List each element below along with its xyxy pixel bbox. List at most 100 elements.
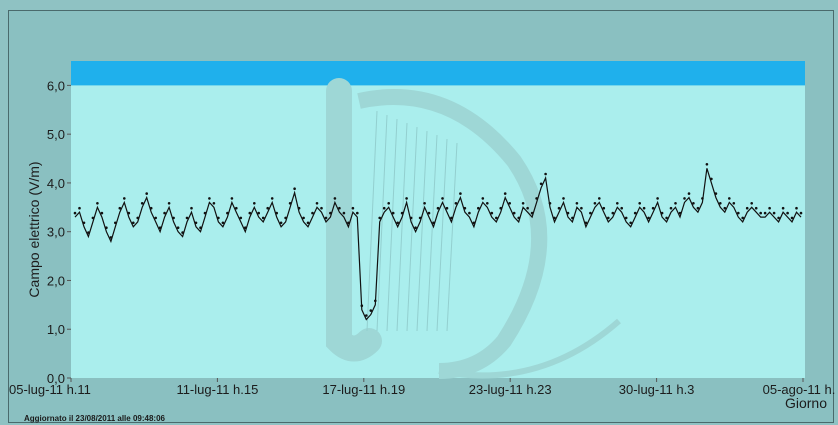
series-point	[297, 206, 301, 210]
series-point	[167, 202, 171, 205]
series-point	[723, 206, 727, 210]
series-point	[557, 206, 561, 210]
watermark-string	[396, 122, 408, 332]
series-point	[656, 197, 659, 200]
series-point	[311, 211, 314, 215]
watermark-curl	[438, 318, 621, 379]
y-tick-label: 0,0	[47, 371, 65, 386]
series-point	[629, 221, 632, 225]
series-point	[763, 211, 767, 215]
series-point	[589, 211, 592, 215]
y-axis-title: Campo elettrico (V/m)	[26, 161, 42, 297]
series-point	[683, 197, 686, 200]
series-point	[481, 197, 485, 200]
series-point	[78, 206, 81, 210]
series-point	[306, 221, 310, 225]
series-point	[642, 206, 646, 210]
series-point	[239, 216, 243, 220]
series-point	[598, 197, 601, 200]
x-tick-label: 05-ago-11 h.	[763, 382, 835, 397]
series-point	[750, 202, 753, 205]
series-point	[454, 202, 458, 205]
series-point	[495, 216, 498, 220]
series-point	[212, 202, 216, 205]
series-point	[714, 192, 718, 195]
y-tick-label: 2,0	[47, 273, 65, 288]
chart-frame: 0,0 1,0 2,0 3,0 4,0 5,0 6,0 05-lug-11 h.11 11-l…	[8, 10, 835, 423]
series-point	[490, 211, 494, 215]
series-point	[127, 211, 131, 215]
series-point	[660, 211, 664, 215]
y-tick-label: 6,0	[47, 78, 65, 93]
watermark-string	[416, 130, 428, 332]
series-point	[607, 216, 610, 220]
series-point	[526, 206, 529, 210]
series-point	[396, 221, 400, 225]
series-point	[737, 211, 740, 215]
y-tick-label: 3,0	[47, 225, 65, 240]
series-layer	[73, 163, 803, 321]
series-point	[172, 216, 175, 220]
series-point	[638, 202, 641, 205]
series-point	[270, 197, 274, 200]
series-point	[414, 226, 417, 229]
series-point	[257, 211, 260, 215]
series-point	[405, 197, 408, 200]
series-point	[759, 211, 762, 215]
series-point	[508, 202, 512, 205]
series-point	[203, 211, 207, 215]
series-point	[351, 206, 355, 210]
series-point	[669, 206, 673, 210]
watermark-string	[366, 110, 378, 332]
series-point	[786, 211, 789, 215]
series-point	[566, 211, 570, 215]
series-point	[320, 206, 323, 210]
series-point	[145, 192, 148, 195]
series-point	[266, 206, 270, 210]
series-point	[329, 211, 332, 215]
series-point	[226, 211, 229, 215]
series-point	[136, 216, 139, 220]
electric-field-chart: 0,0 1,0 2,0 3,0 4,0 5,0 6,0 05-lug-11 h.11 11-l…	[9, 61, 835, 411]
series-point	[781, 206, 785, 210]
series-point	[163, 211, 166, 215]
series-point	[221, 221, 225, 225]
x-axis-ticks: 05-lug-11 h.11 11-lug-11 h.15 17-lug-11 h.…	[9, 378, 835, 397]
series-point	[275, 211, 279, 215]
series-point	[732, 202, 736, 205]
x-tick-label: 05-lug-11 h.11	[9, 382, 91, 397]
watermark-string	[436, 138, 448, 332]
series-point	[678, 211, 682, 215]
series-point	[674, 202, 677, 205]
series-point	[342, 211, 346, 215]
series-point	[477, 206, 480, 210]
series-point	[517, 216, 520, 220]
series-point	[553, 216, 556, 220]
series-point	[360, 304, 364, 308]
series-point	[96, 202, 99, 205]
series-point	[445, 206, 449, 210]
series-point	[199, 226, 202, 229]
series-point	[391, 211, 395, 215]
y-axis-ticks: 0,0 1,0 2,0 3,0 4,0 5,0 6,0	[47, 78, 71, 386]
series-point	[459, 192, 462, 195]
watermark-string	[406, 126, 418, 332]
series-line	[74, 168, 802, 321]
watermark-pillar	[326, 78, 382, 362]
series-point	[356, 211, 359, 215]
y-tick-label: 4,0	[47, 176, 65, 191]
series-point	[512, 211, 516, 215]
watermark-arch	[357, 89, 548, 379]
series-point	[324, 216, 328, 220]
series-point	[235, 206, 238, 210]
limit-band	[71, 61, 805, 86]
series-point	[230, 197, 234, 200]
series-point	[696, 206, 700, 210]
series-point	[253, 202, 256, 205]
series-point	[338, 206, 341, 210]
series-point	[288, 202, 292, 205]
series-point	[441, 197, 444, 200]
series-point	[293, 187, 296, 190]
series-point	[149, 206, 153, 210]
series-point	[423, 202, 426, 205]
